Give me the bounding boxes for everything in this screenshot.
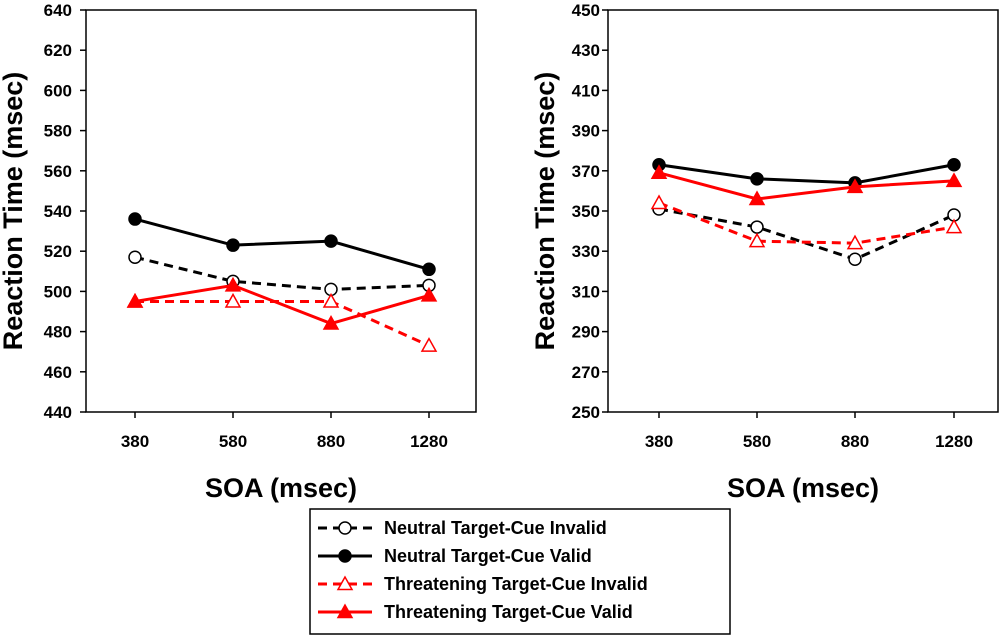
series-line-3 — [658, 201, 955, 245]
data-point — [748, 232, 766, 248]
x-tick-label: 580 — [743, 432, 771, 451]
plot-frame — [85, 9, 477, 413]
series-line-1 — [134, 255, 430, 291]
x-axis-title: SOA (msec) — [205, 473, 357, 503]
data-point — [750, 172, 764, 186]
y-tick-label: 440 — [44, 403, 72, 422]
y-tick-label: 600 — [44, 81, 72, 100]
data-point — [322, 315, 340, 330]
y-tick-label: 480 — [44, 323, 72, 342]
legend-label: Neutral Target-Cue Valid — [384, 546, 592, 566]
y-tick-label: 270 — [572, 363, 600, 382]
x-tick-label: 380 — [645, 432, 673, 451]
y-tick-label: 520 — [44, 242, 72, 261]
y-tick-label: 500 — [44, 282, 72, 301]
x-tick-label: 880 — [317, 432, 345, 451]
x-tick-label: 380 — [121, 432, 149, 451]
chart-panel-2: 250 270 290 310 330 350 370 390 410 430 450 380 580 8… — [530, 1, 999, 503]
data-point — [650, 194, 668, 210]
y-tick-label: 410 — [572, 81, 600, 100]
y-tick-label: 350 — [572, 202, 600, 221]
x-tick-label: 1280 — [935, 432, 973, 451]
legend-marker — [338, 521, 352, 535]
y-tick-label: 370 — [572, 162, 600, 181]
y-tick-label: 540 — [44, 202, 72, 221]
data-point — [846, 178, 864, 194]
data-point — [226, 238, 240, 252]
y-tick-label: 290 — [572, 323, 600, 342]
x-tick-label: 880 — [841, 432, 869, 451]
y-tick-label: 330 — [572, 242, 600, 261]
y-tick-label: 620 — [44, 41, 72, 60]
data-point — [945, 172, 963, 188]
y-tick-label: 450 — [572, 1, 600, 20]
y-tick-label: 390 — [572, 122, 600, 141]
x-tick-label: 1280 — [410, 432, 448, 451]
series-line-3 — [135, 299, 430, 348]
data-point — [128, 212, 142, 226]
series-line-4 — [658, 171, 955, 201]
data-point — [750, 220, 764, 234]
data-point — [945, 218, 963, 234]
y-tick-label: 580 — [44, 122, 72, 141]
data-point — [420, 286, 438, 302]
y-tick-label: 310 — [572, 282, 600, 301]
legend-marker — [338, 549, 352, 563]
y-tick-label: 460 — [44, 363, 72, 382]
data-point — [420, 337, 438, 352]
data-point — [324, 234, 338, 248]
data-point — [650, 164, 668, 180]
legend-label: Threatening Target-Cue Invalid — [384, 574, 648, 594]
legend-box — [309, 508, 731, 635]
data-point — [748, 190, 766, 206]
legend-marker — [336, 603, 354, 619]
legend: Neutral Target-Cue Invalid Neutral Target… — [309, 508, 731, 635]
legend-marker — [336, 575, 354, 591]
data-point — [322, 292, 340, 308]
y-tick-label: 430 — [572, 41, 600, 60]
x-axis-title: SOA (msec) — [727, 473, 879, 503]
series-line-2 — [134, 217, 430, 271]
data-point — [846, 234, 864, 250]
y-tick-label: 560 — [44, 162, 72, 181]
chart-panel-1: 440 460 480 500 520 540 560 580 600 620 640 380 580 8… — [0, 1, 477, 503]
legend-label: Neutral Target-Cue Invalid — [384, 518, 607, 538]
legend-label: Threatening Target-Cue Valid — [384, 602, 633, 622]
y-axis-title: Reaction Time (msec) — [530, 72, 560, 351]
series-line-4 — [134, 283, 430, 326]
y-axis-title: Reaction Time (msec) — [0, 72, 28, 351]
data-point — [947, 158, 961, 172]
series-line-2 — [658, 163, 955, 185]
y-tick-label: 640 — [44, 1, 72, 20]
x-tick-label: 580 — [219, 432, 247, 451]
y-tick-label: 250 — [572, 403, 600, 422]
data-point — [126, 292, 144, 308]
data-point — [224, 292, 242, 308]
data-point — [422, 262, 436, 277]
data-point — [128, 250, 142, 264]
data-point — [224, 276, 242, 292]
data-point — [848, 252, 862, 266]
